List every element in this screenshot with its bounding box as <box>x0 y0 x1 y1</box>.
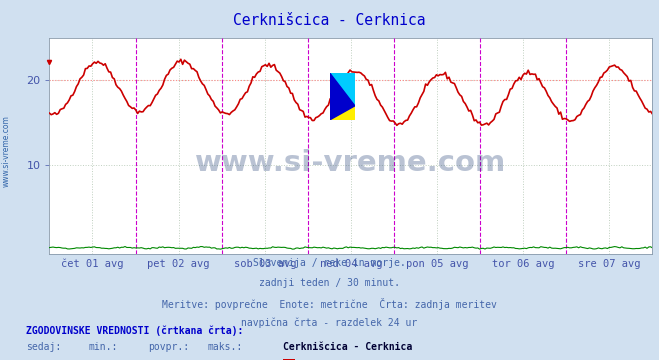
Text: zadnji teden / 30 minut.: zadnji teden / 30 minut. <box>259 278 400 288</box>
Text: sedaj:: sedaj: <box>26 342 61 352</box>
Text: min.:: min.: <box>89 342 119 352</box>
Polygon shape <box>330 73 355 120</box>
Text: Cerknišcica - Cerknica: Cerknišcica - Cerknica <box>283 342 413 352</box>
Text: navpična črta - razdelek 24 ur: navpična črta - razdelek 24 ur <box>241 318 418 328</box>
Polygon shape <box>330 73 355 120</box>
Text: ZGODOVINSKE VREDNOSTI (črtkana črta):: ZGODOVINSKE VREDNOSTI (črtkana črta): <box>26 326 244 336</box>
Text: Meritve: povprečne  Enote: metrične  Črta: zadnja meritev: Meritve: povprečne Enote: metrične Črta:… <box>162 298 497 310</box>
Text: www.si-vreme.com: www.si-vreme.com <box>195 149 507 177</box>
Text: www.si-vreme.com: www.si-vreme.com <box>2 115 11 187</box>
Text: Slovenija / reke in morje.: Slovenija / reke in morje. <box>253 258 406 269</box>
Text: Cerknišcica - Cerknica: Cerknišcica - Cerknica <box>233 13 426 28</box>
Text: maks.:: maks.: <box>208 342 243 352</box>
Text: povpr.:: povpr.: <box>148 342 189 352</box>
Polygon shape <box>330 73 355 106</box>
